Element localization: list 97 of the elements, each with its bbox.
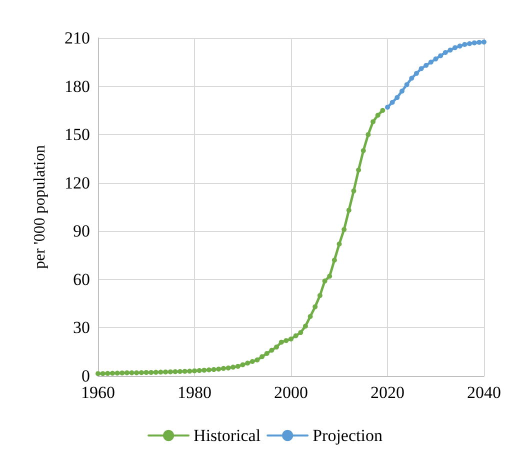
point — [332, 258, 337, 263]
y-tick-label: 30 — [73, 318, 90, 338]
point — [336, 242, 342, 247]
point — [100, 371, 106, 376]
point — [356, 167, 362, 172]
point — [399, 88, 404, 94]
y-tick-label: 150 — [64, 125, 90, 144]
point — [172, 369, 178, 374]
point — [148, 370, 154, 375]
point — [129, 370, 134, 376]
point — [182, 368, 188, 374]
point — [206, 367, 212, 372]
point — [472, 40, 477, 46]
point — [254, 357, 260, 362]
point — [124, 370, 130, 376]
point — [211, 367, 216, 372]
point — [105, 370, 110, 376]
point — [380, 108, 386, 113]
point — [351, 188, 356, 194]
point — [178, 368, 183, 374]
point — [438, 53, 444, 58]
point — [144, 370, 149, 375]
point — [158, 370, 164, 375]
y-tick-label: 180 — [64, 76, 90, 96]
point — [360, 148, 366, 154]
y-axis-title: per '000 population — [32, 145, 48, 269]
point — [448, 48, 453, 53]
point — [433, 56, 438, 62]
point — [110, 370, 115, 376]
legend-label: Historical — [194, 426, 261, 445]
point — [375, 112, 380, 118]
point — [476, 40, 482, 45]
point — [302, 324, 308, 329]
point — [467, 41, 472, 46]
point — [366, 132, 371, 138]
point — [274, 344, 280, 350]
point — [317, 293, 322, 298]
point — [226, 365, 231, 370]
point — [192, 368, 197, 374]
point — [342, 227, 347, 232]
point — [260, 354, 265, 360]
point — [442, 50, 448, 55]
point — [452, 45, 458, 50]
point — [134, 370, 140, 376]
point — [120, 370, 125, 376]
point — [269, 348, 274, 353]
point — [250, 359, 255, 364]
y-tick-label: 0 — [82, 366, 90, 386]
point — [138, 370, 144, 376]
point — [414, 70, 419, 76]
x-tick-label: 2020 — [370, 383, 404, 402]
point — [196, 368, 202, 374]
y-tick-label: 120 — [64, 173, 90, 192]
point — [390, 100, 395, 105]
point — [114, 370, 120, 376]
point — [202, 368, 207, 373]
point — [312, 304, 318, 310]
point — [187, 368, 192, 374]
y-tick-label: 60 — [73, 270, 90, 289]
y-tick-label: 90 — [73, 222, 90, 241]
point — [163, 369, 168, 374]
point — [346, 208, 352, 213]
x-tick-label: 1980 — [178, 383, 212, 402]
point — [418, 66, 424, 72]
point — [220, 366, 226, 371]
point — [230, 364, 236, 370]
point — [409, 76, 414, 81]
point — [457, 44, 462, 49]
point — [240, 362, 246, 368]
point — [235, 364, 240, 369]
point — [482, 40, 486, 45]
x-tick-label: 2000 — [274, 383, 308, 402]
point — [153, 370, 158, 375]
point — [245, 360, 250, 366]
point — [168, 369, 173, 374]
point — [278, 340, 284, 345]
x-tick-label: 2040 — [467, 383, 501, 402]
point — [394, 95, 400, 100]
x-tick-label: 1960 — [81, 383, 115, 402]
point — [370, 119, 376, 124]
y-tick-label: 210 — [64, 28, 90, 48]
point — [308, 314, 313, 319]
point — [385, 104, 390, 110]
point — [424, 62, 429, 68]
point — [216, 366, 222, 372]
point — [284, 338, 289, 344]
point — [288, 336, 294, 342]
point — [428, 60, 434, 65]
point — [293, 333, 298, 338]
point — [322, 278, 328, 284]
point — [298, 330, 304, 336]
point — [327, 274, 332, 279]
point — [462, 42, 468, 47]
legend-label: Projection — [312, 426, 383, 445]
point — [264, 350, 270, 356]
point — [404, 82, 410, 88]
point — [96, 371, 100, 376]
